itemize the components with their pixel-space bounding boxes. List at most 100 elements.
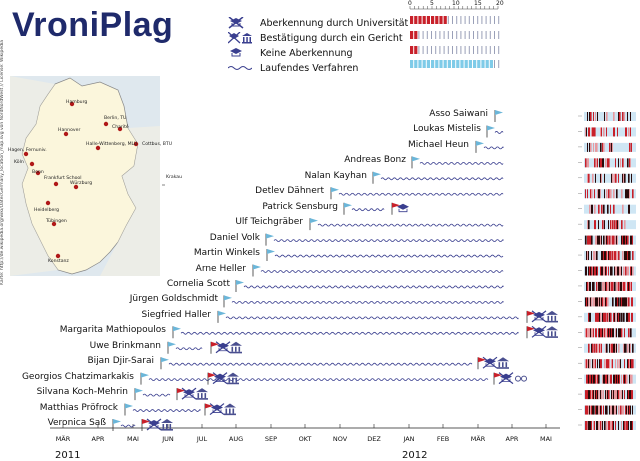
year-label: 2011 [55,450,81,461]
city-label: Hamburg [66,100,88,105]
page-title: VroniPlag [12,6,174,44]
court-building-icon [161,419,173,431]
city-label: Bonn [32,170,44,175]
timeline-row [235,279,504,292]
month-label: OKT [298,435,312,443]
timeline-row [124,403,236,416]
process-wave [120,424,136,428]
barcode-strip [584,328,636,338]
timeline-row [134,387,208,401]
court-building-icon [196,388,208,400]
process-wave [231,301,504,304]
process-wave [380,177,504,181]
month-label: SEP [264,435,278,443]
process-wave [483,146,504,150]
start-flag-icon [160,357,169,370]
barcode-strip [584,251,636,261]
process-wave [243,285,504,289]
month-label: MÄR [55,435,71,443]
start-flag-icon [486,125,495,138]
court-building-icon [497,357,509,369]
red-flag-icon [477,357,486,370]
legend-label: Aberkennung durch Universität [260,17,409,29]
month-label: MAI [540,435,552,443]
timeline-row [265,233,504,246]
timeline-row [217,310,558,323]
start-flag-icon [167,341,176,354]
process-wave [317,223,504,227]
red-flag-icon [141,419,150,431]
scale-row [410,60,500,68]
red-flag-icon [207,372,216,385]
crossed-hat-icon [531,325,547,338]
process-wave [142,393,171,397]
legend-label: Bestätigung durch ein Gericht [260,32,403,44]
start-flag-icon [172,326,181,339]
month-label: JAN [403,435,415,443]
scale-row [410,31,500,39]
germany-map: Hamburg Berlin, TU Charité Hannover Halle-Wi… [0,76,182,286]
start-flag-icon [124,403,133,416]
timeline-row [309,218,504,231]
barcode-strip [584,142,636,152]
timeline-row [372,171,504,184]
city-dot [55,253,61,259]
city-dot [133,141,139,147]
crossed-hat-icon [498,372,514,385]
court-building-icon [228,32,252,44]
process-wave [168,362,473,366]
court-building-icon [224,403,236,416]
barcode-strip [584,189,636,199]
city-label: Cottbus, BTU [142,142,173,147]
barcode-strip [584,158,636,168]
court-building-icon [546,326,558,338]
city-dot [117,126,123,132]
barcode-strip [584,421,636,430]
red-flag-icon [204,403,213,416]
red-flag-icon [526,326,535,339]
city-label: Hannover [58,128,81,133]
city-dot [53,181,59,187]
barcode-strip [584,220,636,230]
city-dot [29,161,35,167]
city-dot [73,184,79,190]
legend-item-keine: Keine Aberkennung [228,46,353,60]
red-flag-icon [493,372,502,385]
month-label: MAI [127,435,139,443]
crossed-hat-icon [212,372,228,385]
city-dot [103,121,109,127]
legend-item-aberkennung: Aberkennung durch Universität [228,16,408,30]
month-label: FEB [436,435,450,443]
timeline-row [160,356,509,370]
scale-row [410,16,500,24]
germany-map-graphic [10,76,175,276]
city-label: Halle-Wittenberg, MLU [86,142,138,147]
court-building-icon [227,372,239,385]
red-flag-icon [526,310,535,323]
barcode-strip [584,173,636,183]
start-flag-icon [330,187,339,200]
start-flag-icon [134,388,143,401]
month-label: AUG [228,435,244,443]
scale-tick-label: 20 [496,0,504,7]
start-flag-icon [343,202,352,215]
process-wave [225,316,519,320]
barcode-strip [584,359,636,369]
court-building-icon [546,310,558,323]
month-label: APR [505,435,519,443]
process-wave [148,378,489,382]
timeline-row [330,187,504,200]
barcode-strip [584,297,636,307]
month-label: DEZ [367,435,381,443]
legend: Aberkennung durch Universität Bestätigun… [228,14,418,76]
city-label: Frankfurt School [44,176,82,181]
year-label: 2012 [402,450,428,461]
city-label: Berlin, TU [104,116,127,121]
barcode-strip [584,204,636,214]
timeline-row [112,418,173,431]
process-wave [274,254,504,258]
court-building-icon [230,341,242,354]
barcode-strip [584,343,636,353]
process-wave [180,331,519,335]
